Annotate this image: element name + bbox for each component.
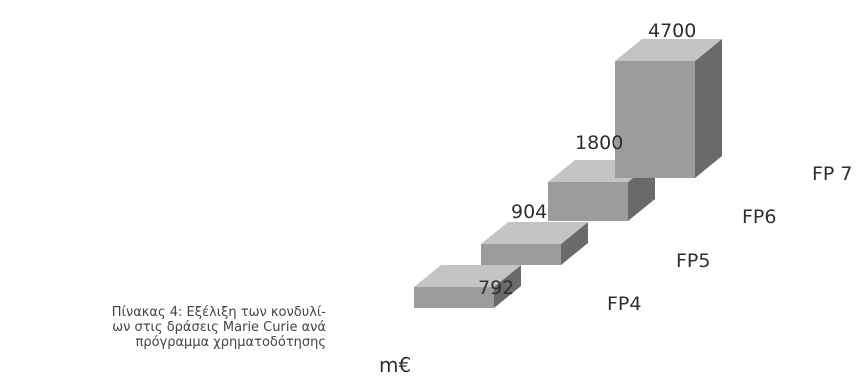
data-label: 904	[511, 201, 547, 223]
bar-side-face	[494, 265, 521, 308]
data-label: 792	[478, 277, 514, 299]
data-label: 1800	[575, 132, 623, 154]
bar-top-face	[414, 265, 521, 287]
bar-front-face	[548, 182, 628, 221]
category-label: FP 7	[812, 163, 853, 185]
bar-top-face	[615, 39, 722, 61]
bar-top-face	[481, 222, 588, 244]
unit-label: m€	[379, 353, 411, 377]
bar-front-face	[615, 61, 695, 178]
category-label: FP6	[742, 206, 776, 228]
data-label: 4700	[648, 20, 696, 42]
bar-side-face	[695, 39, 722, 178]
category-label: FP5	[676, 250, 710, 272]
bar-side-face	[561, 222, 588, 265]
chart-caption: Πίνακας 4: Εξέλιξη των κονδυλί-ων στις δ…	[111, 305, 326, 350]
bar-front-face	[481, 244, 561, 265]
category-label: FP4	[607, 293, 641, 315]
bar-front-face	[414, 287, 494, 308]
